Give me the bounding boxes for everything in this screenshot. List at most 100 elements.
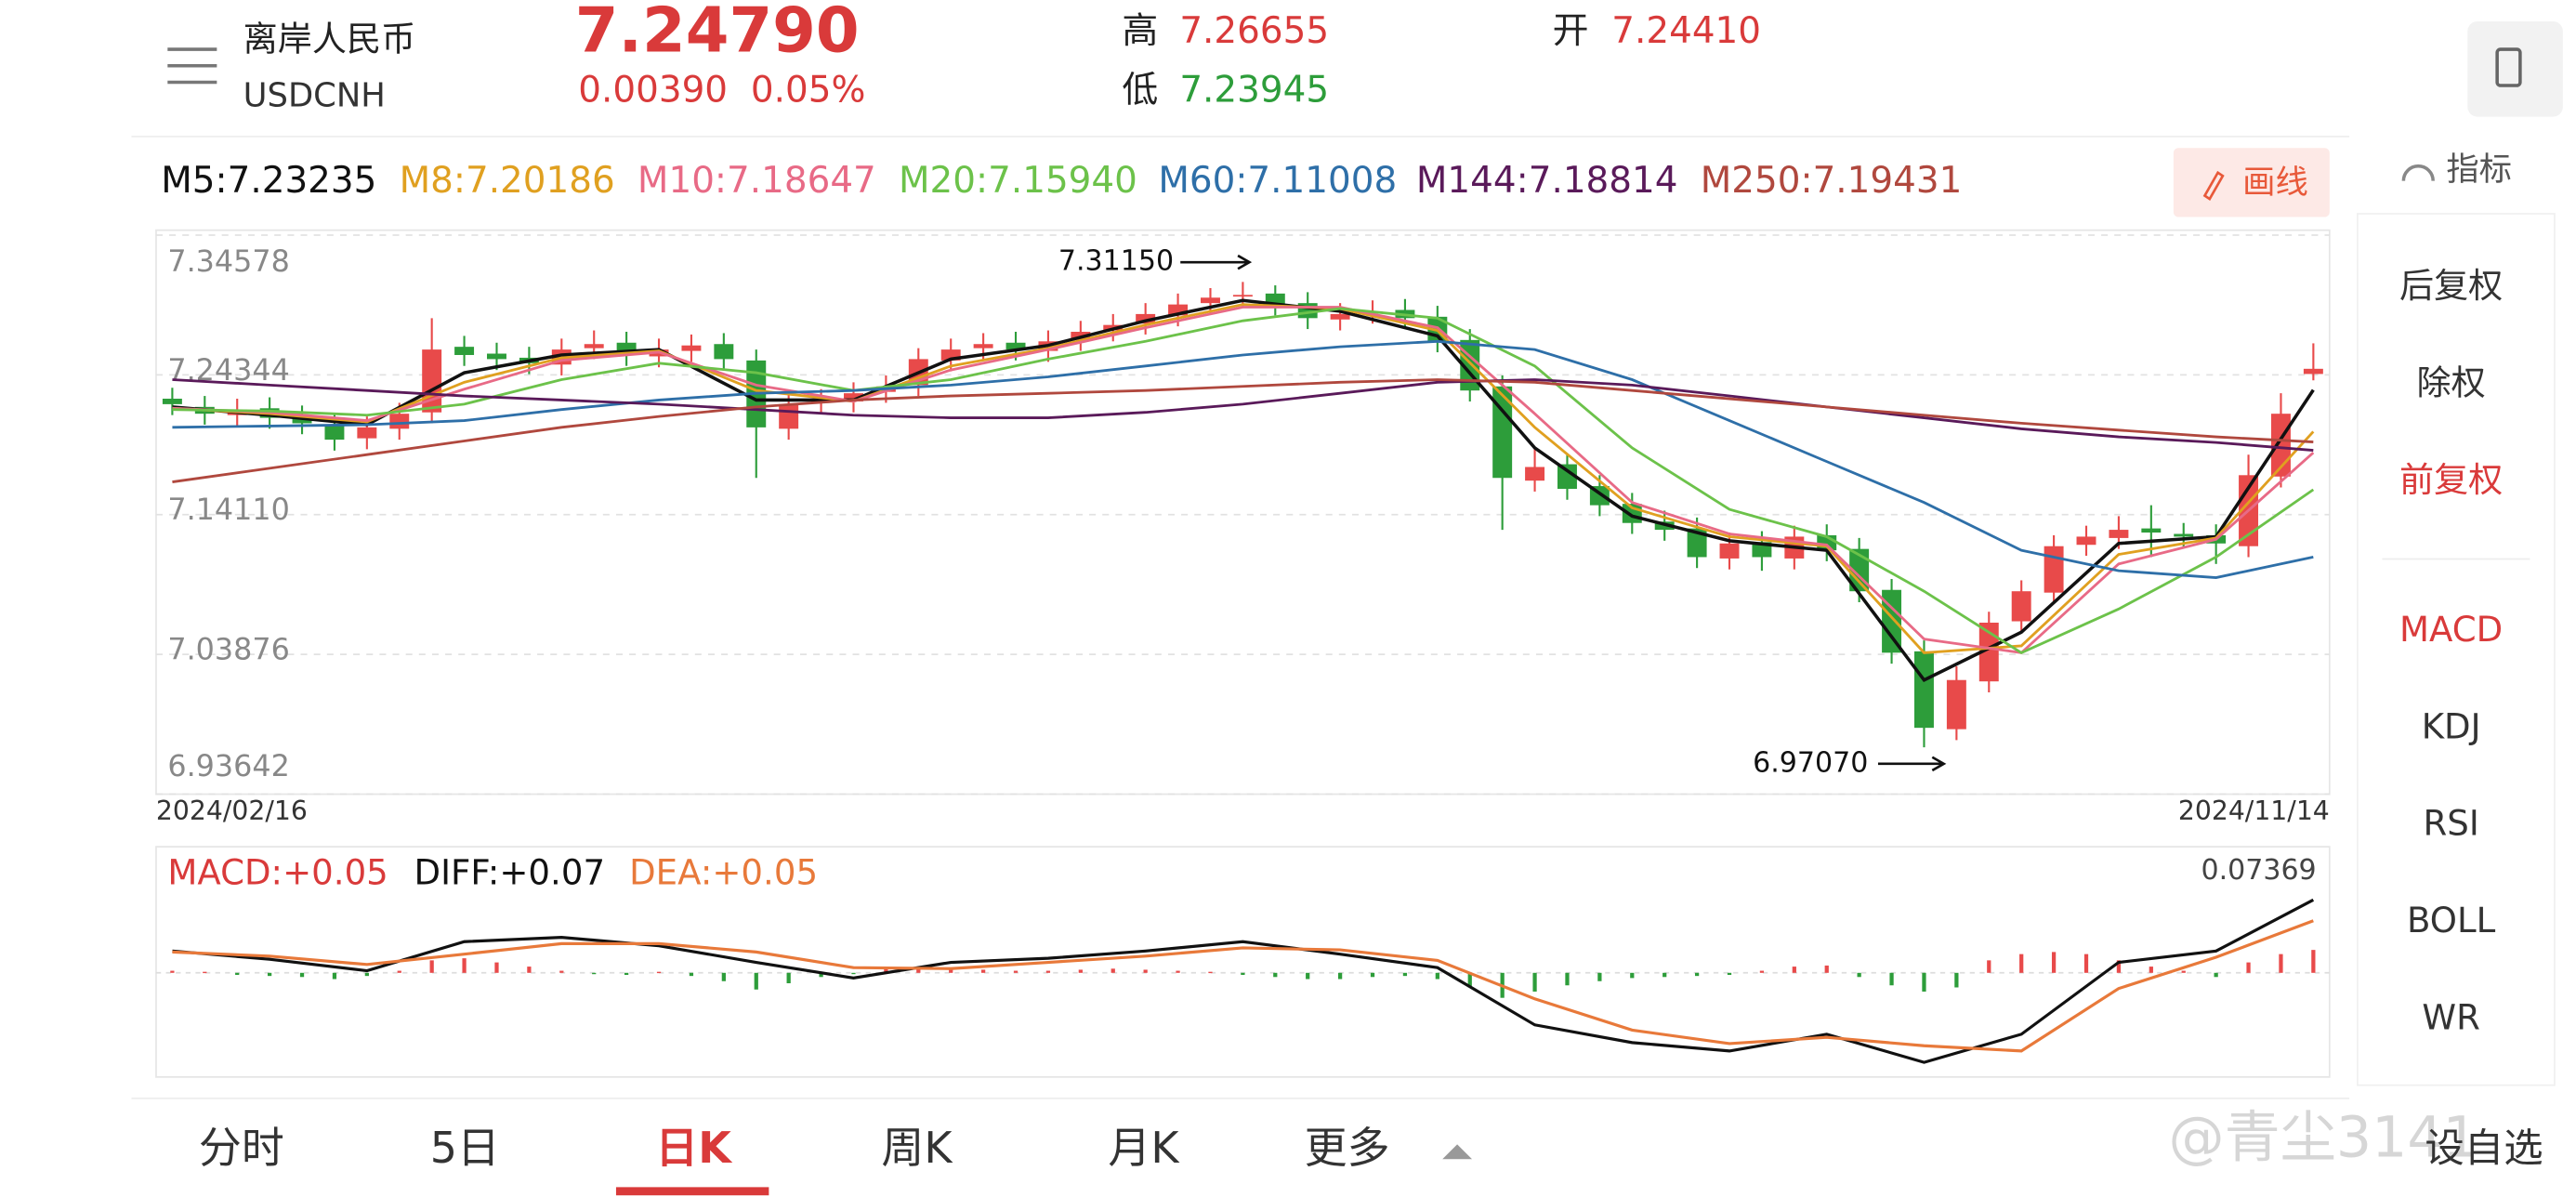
macd-bar	[2051, 952, 2057, 973]
candle-body	[1946, 679, 1966, 730]
macd-bar	[721, 972, 726, 981]
macd-bar	[494, 962, 499, 973]
candle-body	[1978, 623, 1999, 682]
tab-underline	[615, 1187, 769, 1196]
ma-line	[172, 303, 2315, 654]
ma-line	[172, 307, 2315, 654]
macd-bar	[656, 971, 662, 974]
macd-bar	[949, 968, 953, 973]
open-value: 7.24410	[1611, 10, 1761, 52]
macd-bar	[1241, 972, 1245, 976]
panel-item[interactable]: 后复权	[2399, 266, 2503, 306]
button-bg	[2173, 148, 2330, 217]
panel-item[interactable]: 前复权	[2399, 460, 2503, 500]
device-button[interactable]	[2467, 21, 2563, 117]
panel-item[interactable]: 除权	[2417, 362, 2486, 402]
legend-item: M60:7.11008	[1158, 160, 1397, 202]
macd-bar	[397, 970, 401, 973]
macd-bar	[1824, 965, 1829, 973]
macd-bar	[2083, 954, 2089, 973]
tab[interactable]: 日K	[655, 1123, 733, 1173]
macd-bar	[1176, 970, 1180, 973]
candle-body	[162, 399, 182, 404]
candle-body	[1330, 313, 1350, 320]
high-value: 7.26655	[1179, 10, 1329, 52]
macd-bar	[1045, 970, 1051, 973]
candle-body	[1232, 295, 1253, 297]
candle-body	[454, 347, 475, 355]
y-tick-label: 7.03876	[167, 632, 290, 667]
candle-body	[779, 403, 799, 429]
candle-body	[844, 393, 863, 401]
open-label: 开	[1553, 10, 1589, 52]
macd-bar	[1889, 972, 1894, 986]
add-watchlist[interactable]: 设自选	[2425, 1126, 2543, 1172]
macd-bar	[1370, 972, 1375, 978]
macd-bar	[1337, 972, 1343, 980]
ma-line	[172, 378, 2314, 453]
low-label: 低	[1122, 70, 1158, 112]
macd-bar	[1759, 970, 1765, 973]
tab[interactable]: 分时	[199, 1123, 284, 1173]
gauge-icon	[2401, 164, 2435, 181]
macd-bar	[429, 960, 434, 973]
macd-bar	[2279, 954, 2283, 973]
button-icon	[2495, 47, 2522, 87]
macd-bar	[1435, 972, 1439, 980]
candle-body	[2174, 533, 2194, 537]
macd-bar	[332, 972, 337, 980]
macd-bar	[1663, 972, 1667, 978]
tab[interactable]: 周K	[881, 1123, 953, 1173]
ma-line	[172, 306, 2315, 654]
macd-bar	[170, 970, 175, 973]
macd-bar	[203, 971, 207, 974]
tab[interactable]: 月K	[1108, 1123, 1180, 1173]
x-axis-label: 2024/11/14	[2178, 796, 2330, 826]
candle-body	[2076, 536, 2096, 546]
ma-line	[172, 298, 2315, 682]
panel-item[interactable]: MACD	[2399, 610, 2503, 650]
tab[interactable]: 5日	[430, 1123, 500, 1173]
macd-bar	[1694, 972, 1700, 977]
macd-bar	[1208, 971, 1213, 974]
macd-bar	[592, 972, 597, 975]
panel-item[interactable]: WR	[2422, 997, 2479, 1037]
panel-item[interactable]: BOLL	[2407, 901, 2496, 940]
candle-body	[1168, 304, 1189, 316]
candle-body	[2303, 368, 2323, 375]
high-annotation: 7.31150	[1058, 245, 1174, 278]
candle-body	[1136, 313, 1156, 324]
panel-item[interactable]: KDJ	[2422, 706, 2481, 746]
macd-bar	[1792, 967, 1796, 973]
macd-chart-frame	[155, 846, 2331, 1078]
more-arrow	[1442, 1144, 1472, 1160]
macd-bar	[819, 972, 823, 978]
ma-line	[172, 378, 2314, 483]
panel-item[interactable]: RSI	[2423, 804, 2478, 844]
candle-body	[1265, 293, 1285, 305]
candle-body	[2011, 591, 2031, 622]
macd-bar	[1111, 968, 1115, 973]
macd-bar	[2116, 960, 2122, 973]
macd-bar	[2214, 972, 2218, 978]
macd-bar	[462, 958, 467, 973]
button-label: 画线	[2242, 164, 2308, 202]
button-bg	[2467, 21, 2563, 117]
tab[interactable]: 更多	[1305, 1123, 1390, 1173]
candle-body	[1557, 464, 1577, 489]
legend-item: M144:7.18814	[1416, 160, 1678, 202]
legend-item: M5:7.23235	[161, 160, 376, 202]
macd-bar	[1565, 972, 1570, 986]
instrument-symbol: USDCNH	[243, 76, 386, 114]
macd-bar	[980, 969, 986, 973]
macd-bar	[786, 972, 791, 984]
panel-box	[2356, 213, 2556, 1086]
candle-body	[681, 345, 702, 351]
macd-bar	[2311, 950, 2316, 973]
menu-icon[interactable]	[167, 47, 217, 85]
macd-bar	[235, 972, 240, 976]
macd-bar	[1467, 972, 1472, 988]
draw-line-button[interactable]: 画线	[2173, 148, 2330, 217]
candle-body	[973, 344, 993, 349]
